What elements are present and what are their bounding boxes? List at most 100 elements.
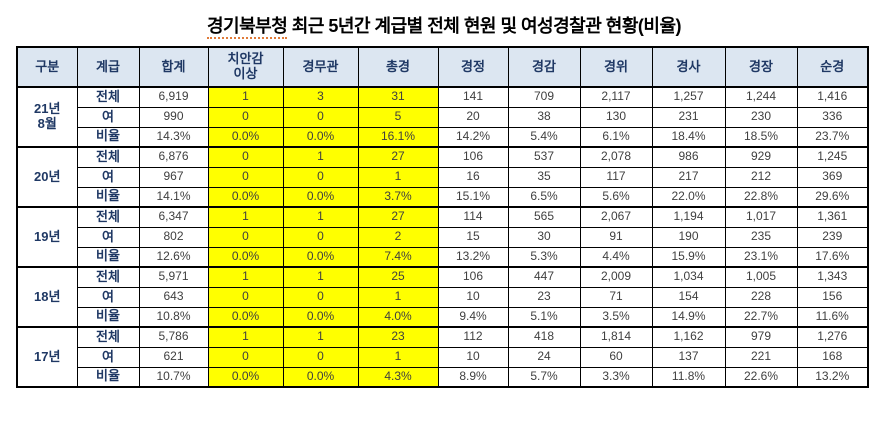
data-cell: 15 bbox=[437, 226, 509, 248]
row-label: 전체 bbox=[76, 266, 140, 288]
data-cell: 1,162 bbox=[651, 326, 726, 348]
data-cell: 27 bbox=[357, 206, 439, 228]
data-cell: 537 bbox=[507, 146, 581, 168]
data-cell: 1,343 bbox=[796, 266, 869, 288]
data-cell: 18.4% bbox=[651, 126, 726, 148]
data-cell: 235 bbox=[724, 226, 798, 248]
column-header: 경정 bbox=[437, 46, 509, 88]
column-header: 경위 bbox=[579, 46, 653, 88]
period-cell: 20년 bbox=[16, 146, 78, 208]
data-cell: 6,876 bbox=[138, 146, 209, 168]
data-cell: 1 bbox=[282, 266, 359, 288]
data-cell: 8.9% bbox=[437, 366, 509, 388]
data-cell: 990 bbox=[138, 106, 209, 128]
data-cell: 27 bbox=[357, 146, 439, 168]
data-cell: 0.0% bbox=[282, 306, 359, 328]
data-cell: 6,919 bbox=[138, 86, 209, 108]
table-row: 여 643 0 0 1 10 23 71 154 228 156 bbox=[17, 286, 869, 308]
table-row: 여 621 0 0 1 10 24 60 137 221 168 bbox=[17, 346, 869, 368]
data-cell: 6.5% bbox=[507, 186, 581, 208]
data-cell: 0.0% bbox=[207, 366, 284, 388]
data-cell: 112 bbox=[437, 326, 509, 348]
data-cell: 1 bbox=[207, 326, 284, 348]
data-cell: 1 bbox=[357, 286, 439, 308]
table-body: 21년 8월 전체 6,919 1 3 31 141 709 2,117 1,257 1,244 1,… bbox=[16, 86, 869, 388]
data-cell: 0 bbox=[282, 166, 359, 188]
data-cell: 1 bbox=[357, 166, 439, 188]
data-cell: 1 bbox=[282, 206, 359, 228]
data-cell: 986 bbox=[651, 146, 726, 168]
data-cell: 71 bbox=[579, 286, 653, 308]
data-cell: 15.1% bbox=[437, 186, 509, 208]
data-cell: 212 bbox=[724, 166, 798, 188]
data-cell: 23 bbox=[507, 286, 581, 308]
data-cell: 10 bbox=[437, 286, 509, 308]
data-cell: 709 bbox=[507, 86, 581, 108]
data-cell: 130 bbox=[579, 106, 653, 128]
data-cell: 7.4% bbox=[357, 246, 439, 268]
period-cell: 19년 bbox=[16, 206, 78, 268]
table-row: 여 967 0 0 1 16 35 117 217 212 369 bbox=[17, 166, 869, 188]
data-cell: 0.0% bbox=[282, 366, 359, 388]
data-cell: 17.6% bbox=[796, 246, 869, 268]
data-cell: 565 bbox=[507, 206, 581, 228]
data-cell: 0 bbox=[207, 226, 284, 248]
data-cell: 6.1% bbox=[579, 126, 653, 148]
row-label: 여 bbox=[76, 226, 140, 248]
column-header: 경무관 bbox=[282, 46, 359, 88]
data-cell: 4.4% bbox=[579, 246, 653, 268]
table-row: 여 990 0 0 5 20 38 130 231 230 336 bbox=[17, 106, 869, 128]
table-row: 비율 10.8% 0.0% 0.0% 4.0% 9.4% 5.1% 3.5% 14.9% 22.7… bbox=[17, 306, 869, 328]
data-cell: 0.0% bbox=[207, 126, 284, 148]
data-cell: 5.3% bbox=[507, 246, 581, 268]
data-cell: 0 bbox=[207, 286, 284, 308]
data-cell: 2,067 bbox=[579, 206, 653, 228]
data-cell: 22.8% bbox=[724, 186, 798, 208]
data-cell: 4.0% bbox=[357, 306, 439, 328]
page-title: 경기북부청 최근 5년간 계급별 전체 현원 및 여성경찰관 현황(비율) bbox=[0, 12, 888, 39]
data-cell: 802 bbox=[138, 226, 209, 248]
data-cell: 13.2% bbox=[437, 246, 509, 268]
data-cell: 967 bbox=[138, 166, 209, 188]
data-cell: 190 bbox=[651, 226, 726, 248]
data-cell: 1 bbox=[207, 266, 284, 288]
row-label: 여 bbox=[76, 286, 140, 308]
data-cell: 230 bbox=[724, 106, 798, 128]
data-cell: 0 bbox=[282, 346, 359, 368]
data-cell: 0 bbox=[207, 346, 284, 368]
data-cell: 5.4% bbox=[507, 126, 581, 148]
data-cell: 5 bbox=[357, 106, 439, 128]
data-cell: 29.6% bbox=[796, 186, 869, 208]
data-cell: 2,078 bbox=[579, 146, 653, 168]
data-cell: 369 bbox=[796, 166, 869, 188]
data-cell: 18.5% bbox=[724, 126, 798, 148]
data-cell: 30 bbox=[507, 226, 581, 248]
data-cell: 0 bbox=[282, 226, 359, 248]
data-cell: 13.2% bbox=[796, 366, 869, 388]
data-cell: 14.1% bbox=[138, 186, 209, 208]
row-label: 비율 bbox=[76, 306, 140, 328]
data-cell: 1 bbox=[357, 346, 439, 368]
row-label: 전체 bbox=[76, 86, 140, 108]
table-row: 20년 전체 6,876 0 1 27 106 537 2,078 986 929 1,245 bbox=[16, 146, 869, 208]
data-cell: 0.0% bbox=[282, 186, 359, 208]
data-cell: 1 bbox=[282, 146, 359, 168]
data-cell: 117 bbox=[579, 166, 653, 188]
column-header: 구분 bbox=[16, 46, 78, 88]
data-cell: 6,347 bbox=[138, 206, 209, 228]
data-cell: 1 bbox=[282, 326, 359, 348]
period-cell: 18년 bbox=[16, 266, 78, 328]
data-cell: 1,194 bbox=[651, 206, 726, 228]
data-cell: 141 bbox=[437, 86, 509, 108]
data-cell: 24 bbox=[507, 346, 581, 368]
data-cell: 2,117 bbox=[579, 86, 653, 108]
data-cell: 22.7% bbox=[724, 306, 798, 328]
data-cell: 2 bbox=[357, 226, 439, 248]
column-header: 계급 bbox=[76, 46, 140, 88]
data-cell: 14.3% bbox=[138, 126, 209, 148]
column-header: 합계 bbox=[138, 46, 209, 88]
data-cell: 11.8% bbox=[651, 366, 726, 388]
table-row: 비율 14.1% 0.0% 0.0% 3.7% 15.1% 6.5% 5.6% 22.0% 22.… bbox=[17, 186, 869, 208]
row-label: 전체 bbox=[76, 146, 140, 168]
data-cell: 22.0% bbox=[651, 186, 726, 208]
